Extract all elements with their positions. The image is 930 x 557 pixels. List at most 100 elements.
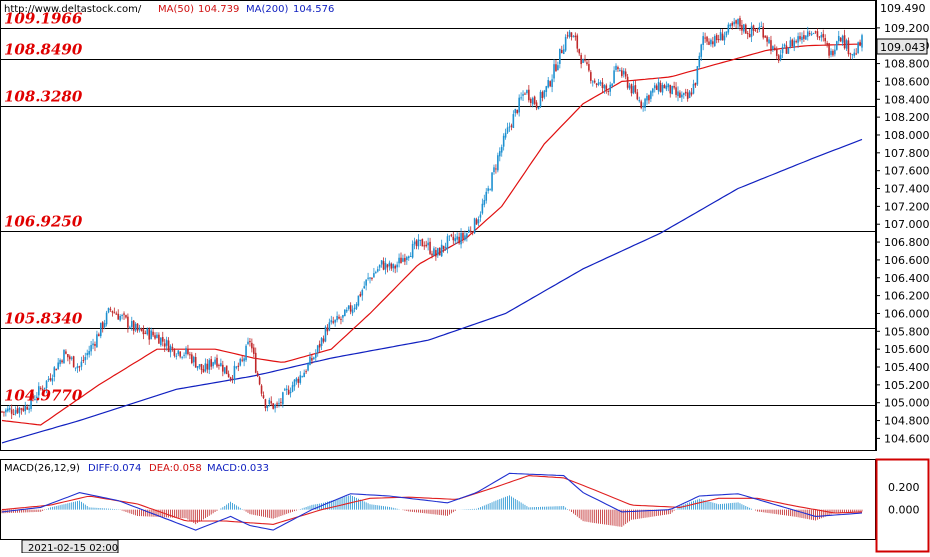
candle[interactable] (194, 352, 197, 368)
candle[interactable] (576, 33, 579, 53)
candle[interactable] (624, 68, 627, 80)
candle[interactable] (204, 358, 207, 373)
candle[interactable] (477, 216, 480, 227)
candle[interactable] (580, 52, 582, 69)
candle[interactable] (70, 356, 73, 361)
candle[interactable] (208, 358, 211, 375)
candle[interactable] (737, 18, 739, 30)
candle[interactable] (282, 391, 284, 408)
candle[interactable] (152, 329, 154, 337)
candle[interactable] (82, 355, 85, 364)
candle[interactable] (345, 307, 348, 314)
candle[interactable] (351, 305, 354, 316)
candle[interactable] (466, 232, 468, 242)
candle[interactable] (834, 44, 836, 57)
candle[interactable] (330, 315, 333, 325)
candle[interactable] (378, 264, 381, 271)
candle[interactable] (53, 366, 56, 382)
candle[interactable] (67, 354, 69, 362)
candle[interactable] (425, 240, 427, 248)
candle[interactable] (278, 398, 280, 408)
candle[interactable] (297, 376, 300, 388)
candle[interactable] (715, 33, 718, 44)
candle[interactable] (187, 344, 189, 356)
candle[interactable] (638, 96, 641, 103)
candle[interactable] (280, 398, 282, 407)
candle[interactable] (419, 239, 422, 246)
candle[interactable] (285, 385, 288, 396)
candle[interactable] (34, 394, 36, 401)
candles-layer[interactable] (1, 15, 863, 420)
candle[interactable] (353, 304, 356, 313)
candle[interactable] (316, 344, 319, 357)
candle[interactable] (303, 369, 305, 378)
candle[interactable] (524, 92, 526, 95)
candle[interactable] (39, 386, 42, 391)
candle[interactable] (684, 88, 687, 97)
candle[interactable] (415, 239, 418, 250)
candle[interactable] (597, 79, 600, 87)
candle[interactable] (586, 60, 588, 66)
candle[interactable] (160, 337, 162, 347)
candle[interactable] (495, 164, 497, 174)
candle[interactable] (144, 330, 147, 335)
candle[interactable] (156, 332, 158, 339)
candle[interactable] (26, 404, 28, 410)
candle[interactable] (607, 90, 610, 96)
candle[interactable] (274, 403, 276, 413)
candle[interactable] (136, 322, 139, 333)
candle[interactable] (727, 22, 730, 35)
candle[interactable] (560, 45, 563, 54)
candle[interactable] (733, 17, 735, 27)
candle[interactable] (435, 246, 437, 261)
candle[interactable] (713, 34, 716, 47)
candle[interactable] (655, 83, 658, 90)
candle[interactable] (559, 48, 561, 69)
candle[interactable] (557, 61, 559, 71)
candle[interactable] (191, 352, 193, 365)
candle[interactable] (725, 31, 728, 38)
candle[interactable] (386, 263, 389, 273)
candle[interactable] (855, 48, 857, 56)
candle[interactable] (94, 341, 96, 352)
candle[interactable] (96, 330, 98, 348)
candle[interactable] (167, 337, 170, 353)
candle[interactable] (779, 50, 782, 62)
candle[interactable] (421, 238, 424, 247)
candle[interactable] (849, 52, 852, 60)
candle[interactable] (363, 281, 366, 289)
candle[interactable] (820, 31, 823, 42)
candle[interactable] (555, 59, 557, 73)
candle[interactable] (86, 349, 89, 360)
candle[interactable] (398, 253, 400, 268)
candle[interactable] (320, 337, 323, 351)
candle[interactable] (121, 313, 123, 320)
candle[interactable] (487, 185, 489, 194)
candle[interactable] (572, 34, 575, 38)
candle[interactable] (61, 359, 63, 364)
candle[interactable] (677, 86, 679, 102)
candle[interactable] (851, 53, 854, 60)
candle[interactable] (109, 306, 112, 312)
candle[interactable] (836, 40, 838, 51)
candle[interactable] (508, 122, 511, 132)
candle[interactable] (609, 81, 611, 97)
candle[interactable] (150, 327, 152, 340)
candle[interactable] (704, 32, 706, 43)
candle[interactable] (448, 235, 451, 241)
candle[interactable] (789, 36, 792, 49)
candle[interactable] (818, 36, 821, 41)
candle[interactable] (810, 31, 813, 37)
candle[interactable] (446, 233, 449, 254)
candle[interactable] (365, 279, 367, 291)
candle[interactable] (768, 36, 770, 45)
candle[interactable] (210, 356, 212, 370)
candle[interactable] (719, 28, 722, 41)
candle[interactable] (98, 332, 100, 337)
candle[interactable] (787, 47, 790, 54)
candle[interactable] (574, 32, 577, 41)
candle[interactable] (127, 313, 129, 333)
candle[interactable] (657, 77, 660, 95)
candle[interactable] (590, 70, 592, 84)
candle[interactable] (692, 79, 695, 95)
